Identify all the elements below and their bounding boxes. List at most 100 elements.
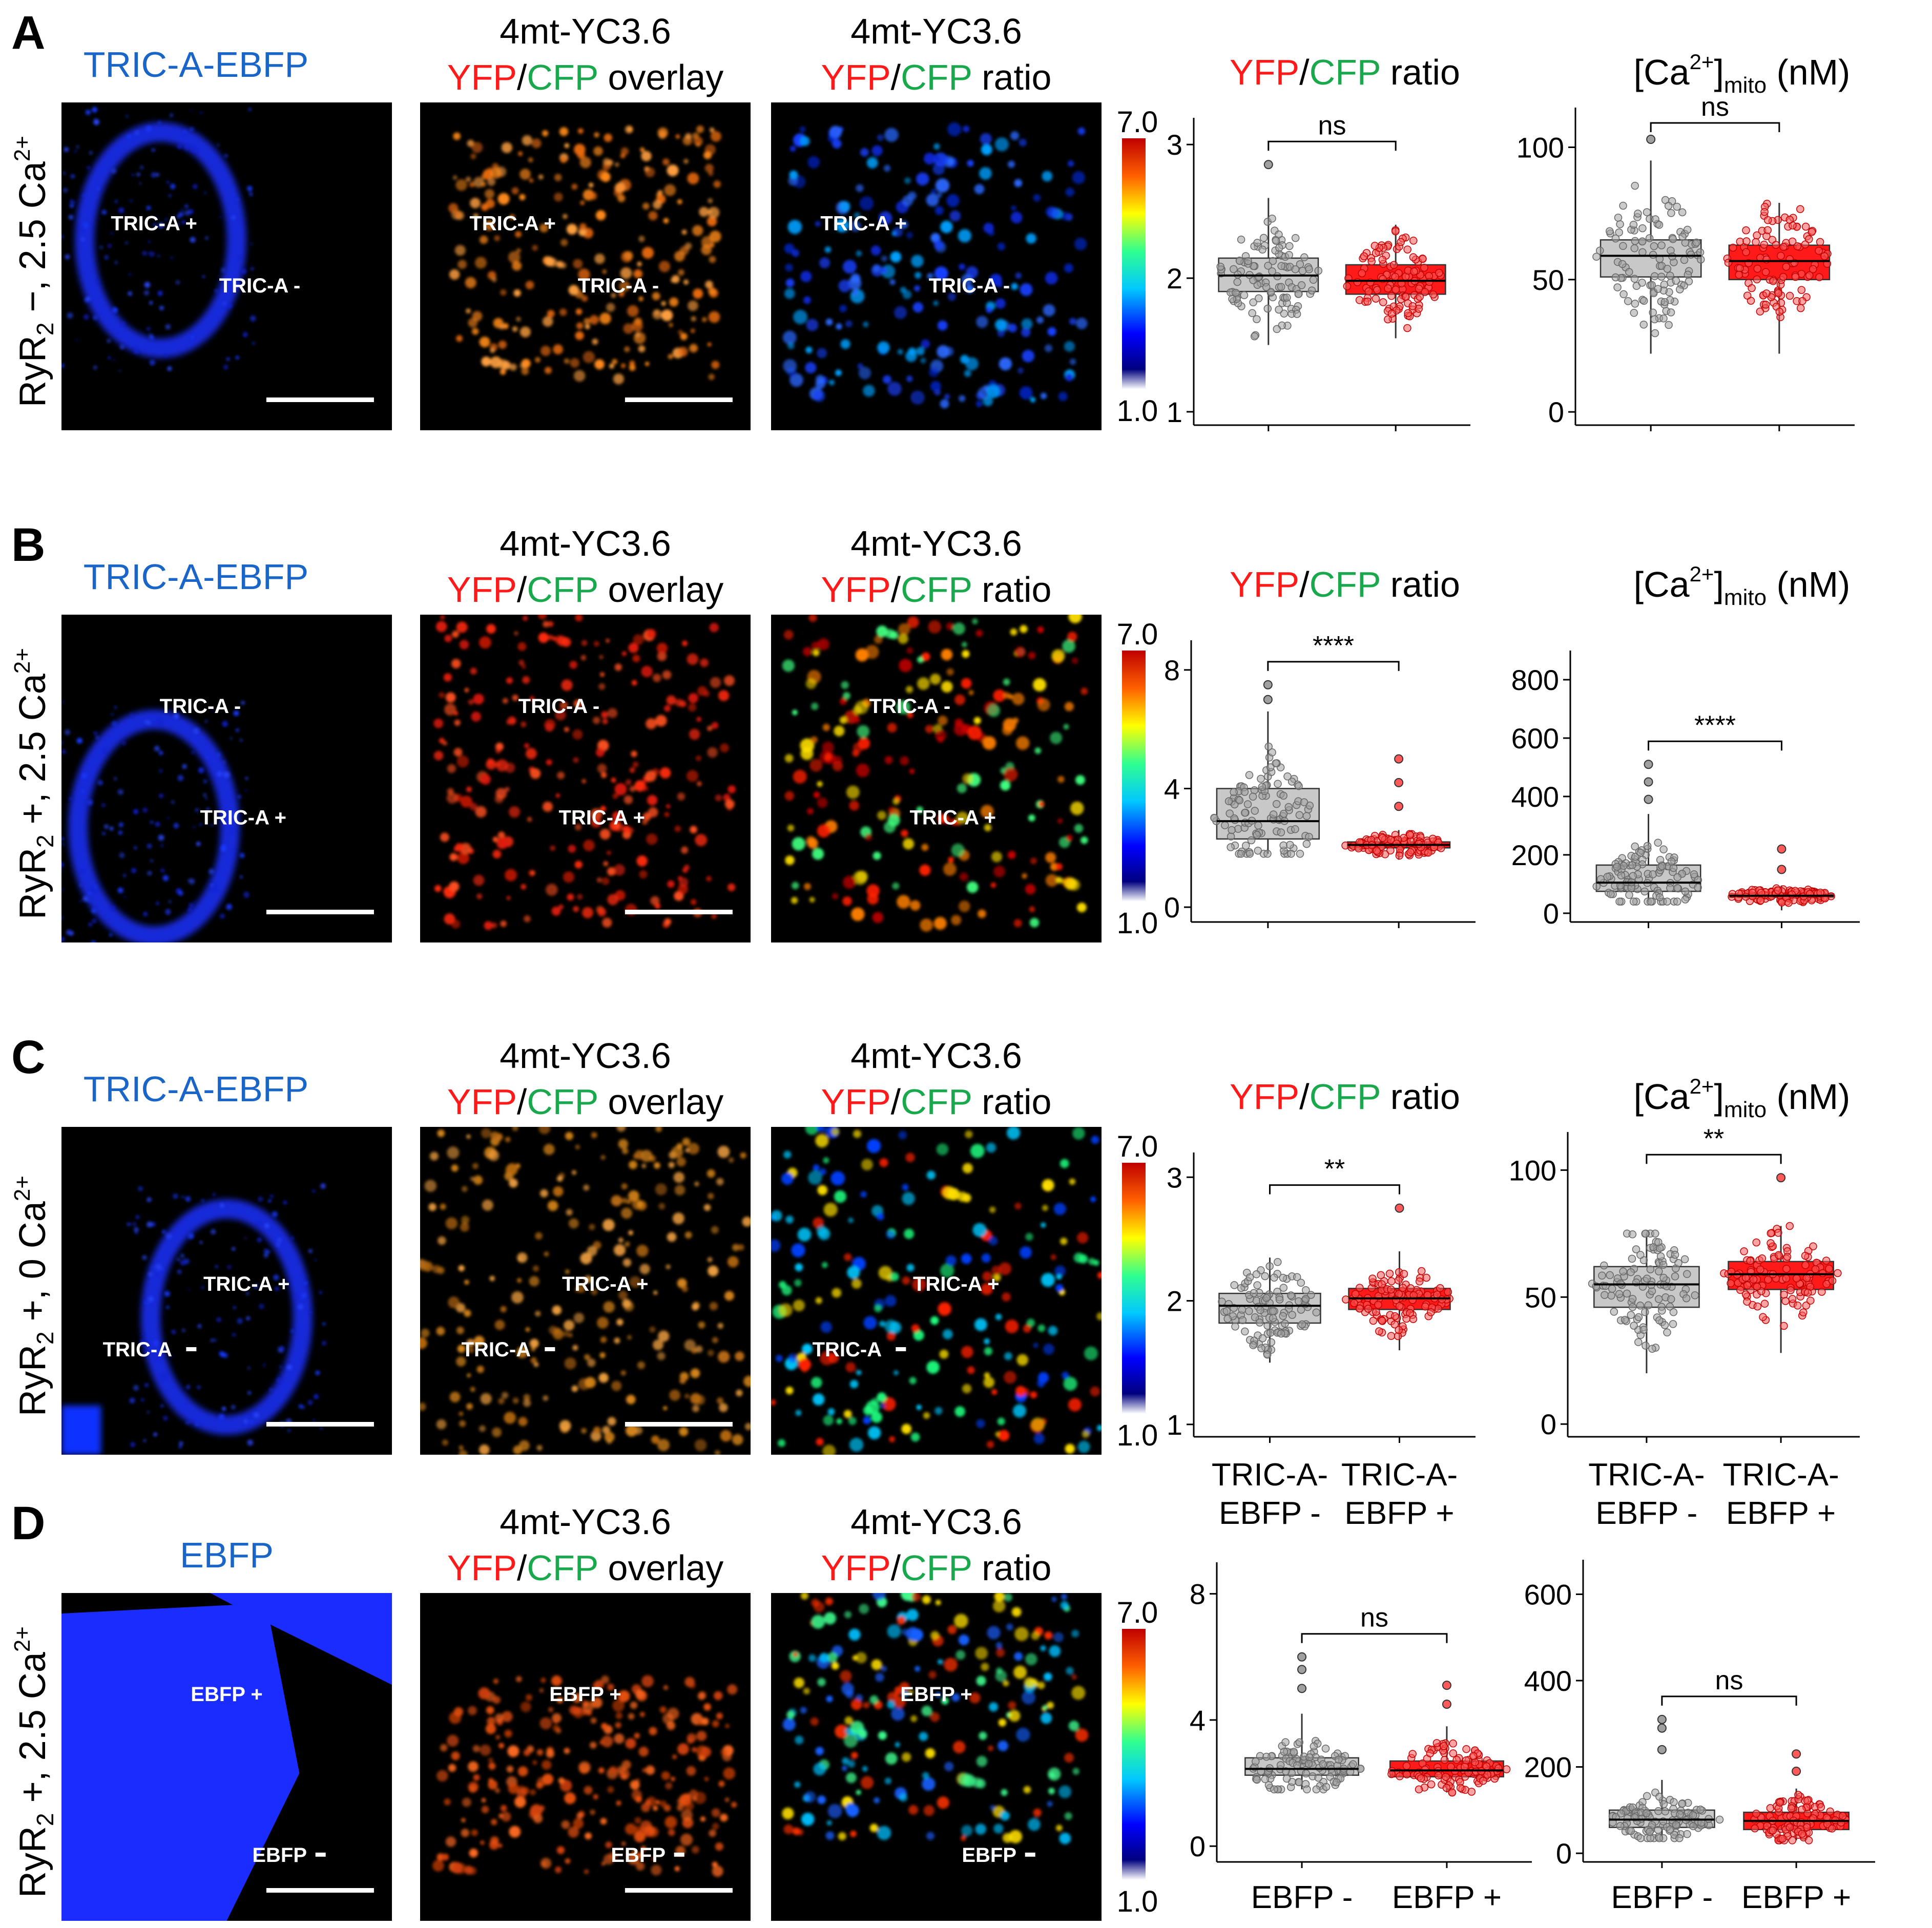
cell-label-negative: TRIC-A — [103, 1338, 173, 1361]
cell-label-negative: TRIC-A - — [929, 275, 1010, 297]
x-category-label-line2: EBFP + — [1344, 1496, 1454, 1531]
y-tick-label: 0 — [1541, 1408, 1556, 1440]
y-tick-label: 0 — [1164, 891, 1180, 924]
cell-label-negative: EBFP — [252, 1844, 307, 1867]
ebfp-channel-title: TRIC-A-EBFP — [84, 1069, 308, 1109]
y-tick-label: 400 — [1524, 1665, 1572, 1697]
ratio-micrograph: EBFP + EBFP — [771, 1593, 1102, 1921]
x-category-label: EBFP - — [1251, 1880, 1353, 1915]
row-condition-label: RyR2 +, 2.5 Ca2+ — [10, 1626, 58, 1898]
cell-label-positive: EBFP + — [191, 1683, 262, 1706]
cell-label-negative: TRIC-A - — [518, 695, 599, 718]
colorbar — [1122, 138, 1146, 389]
ebfp-micrograph: EBFP + EBFP — [61, 1593, 392, 1921]
y-tick-label: 50 — [1525, 1281, 1556, 1313]
y-tick-label: 2 — [1167, 262, 1182, 295]
panel-a: A RyR2 −, 2.5 Ca2+ TRIC-A-EBFP 4mt-YC3.6 YFP… — [10, 7, 1850, 430]
ratio-title-line1: 4mt-YC3.6 — [850, 1036, 1022, 1076]
outlier — [1657, 1714, 1667, 1724]
y-tick-label: 0 — [1548, 396, 1564, 428]
outlier — [1297, 1665, 1307, 1674]
boxplot-a-0: 1 2 3 ns — [1167, 111, 1470, 431]
significance-label: ns — [1701, 92, 1729, 122]
x-category-label-line2: EBFP - — [1596, 1496, 1698, 1531]
cell-label-positive: TRIC-A + — [913, 1273, 1000, 1295]
ratio-chart-title: YFP/CFP ratio — [1230, 1077, 1460, 1117]
data-points — [1608, 1788, 1724, 1842]
data-points — [1728, 884, 1835, 907]
x-category-label-line1: TRIC-A- — [1588, 1457, 1705, 1493]
x-category-label: EBFP + — [1392, 1880, 1502, 1915]
panel-c: C RyR2 +, 0 Ca2+ TRIC-A-EBFP 4mt-YC3.6 YFP/C… — [10, 1031, 1850, 1455]
significance-bracket — [1268, 140, 1397, 151]
overlay-title-line2: YFP/CFP overlay — [447, 570, 723, 610]
scale-bar — [266, 1888, 374, 1893]
ebfp-channel-title: EBFP — [180, 1535, 274, 1575]
x-category-label: EBFP + — [1741, 1880, 1851, 1915]
ebfp-channel-title: TRIC-A-EBFP — [84, 557, 308, 597]
ca-chart-title: [Ca2+]mito (nM) — [1634, 50, 1851, 98]
cell-label-negative: TRIC-A - — [219, 275, 300, 297]
charts: 123ns050100ns048****0200400600800****123… — [1164, 92, 1875, 1915]
panel-letter: D — [11, 1497, 45, 1549]
panel-letter: C — [11, 1031, 45, 1083]
colorbar — [1122, 1163, 1146, 1414]
colorbar-max: 7.0 — [1117, 1596, 1158, 1629]
y-tick-label: 3 — [1167, 129, 1182, 161]
boxplot-b-1: 0 200 400 600 800 **** — [1511, 651, 1860, 930]
overlay-micrograph: TRIC-A + TRIC-A — [420, 1127, 751, 1455]
panel-d: D RyR2 +, 2.5 Ca2+ EBFP 4mt-YC3.6 YFP/CFP ov… — [10, 1497, 1158, 1921]
cell-label-negative: TRIC-A - — [160, 695, 241, 718]
boxplot-d-0: 0 4 8 ns EBFP - EBFP + — [1190, 1562, 1532, 1915]
y-tick-label: 200 — [1524, 1751, 1572, 1784]
panel-letter: A — [11, 7, 45, 59]
colorbar-min: 1.0 — [1117, 394, 1158, 428]
significance-label: ns — [1715, 1666, 1743, 1695]
x-category-label: EBFP - — [1611, 1880, 1713, 1915]
outlier — [1657, 1723, 1667, 1733]
scale-bar — [266, 910, 374, 914]
cell-label-positive: TRIC-A + — [558, 807, 645, 829]
y-tick-label: 100 — [1509, 1154, 1556, 1186]
outlier — [1297, 1684, 1307, 1693]
ratio-chart-title: YFP/CFP ratio — [1230, 564, 1460, 604]
data-points — [1592, 181, 1705, 338]
colorbar-max: 7.0 — [1117, 618, 1158, 651]
x-category-label-line1: TRIC-A- — [1341, 1457, 1458, 1493]
panel-b: B RyR2 +, 2.5 Ca2+ TRIC-A-EBFP 4mt-YC3.6 YFP… — [10, 519, 1850, 942]
ratio-title-line2: YFP/CFP ratio — [821, 570, 1052, 610]
significance-label: **** — [1694, 710, 1736, 740]
scale-bar — [625, 910, 733, 914]
overlay-micrograph: TRIC-A + TRIC-A - — [420, 102, 751, 430]
outlier — [1263, 160, 1273, 170]
data-points — [1588, 1229, 1699, 1353]
outlier — [1394, 778, 1404, 787]
cell-label-negative: TRIC-A — [813, 1338, 882, 1361]
significance-bracket — [1646, 1154, 1782, 1164]
outlier — [1646, 135, 1656, 144]
boxplot-d-1: 0 200 400 600 ns EBFP - EBFP + — [1524, 1560, 1875, 1915]
ebfp-micrograph: TRIC-A + TRIC-A - — [61, 102, 392, 430]
overlay-title-line2: YFP/CFP overlay — [447, 57, 723, 97]
significance-bracket — [1301, 1633, 1448, 1643]
ebfp-channel-title: TRIC-A-EBFP — [84, 45, 308, 85]
ratio-chart-title: YFP/CFP ratio — [1230, 52, 1460, 92]
outlier — [1263, 695, 1273, 704]
overlay-title-line1: 4mt-YC3.6 — [500, 1502, 671, 1542]
data-points — [1342, 1267, 1453, 1340]
data-points — [1249, 1736, 1365, 1794]
panel-letter: B — [11, 519, 45, 571]
ratio-title-line2: YFP/CFP ratio — [821, 1548, 1052, 1588]
colorbar-min: 1.0 — [1117, 1419, 1158, 1452]
overlay-title-line1: 4mt-YC3.6 — [500, 523, 671, 563]
significance-label: **** — [1313, 631, 1354, 661]
x-category-label-line1: TRIC-A- — [1212, 1457, 1328, 1493]
y-tick-label: 800 — [1511, 664, 1559, 696]
outlier — [1644, 777, 1653, 787]
y-tick-label: 2 — [1167, 1285, 1182, 1317]
ebfp-micrograph: TRIC-A + TRIC-A — [61, 1127, 392, 1455]
outlier — [1776, 1173, 1786, 1183]
ratio-title-line2: YFP/CFP ratio — [821, 1082, 1052, 1122]
ratio-title-line1: 4mt-YC3.6 — [850, 523, 1022, 563]
y-tick-label: 1 — [1167, 396, 1182, 428]
